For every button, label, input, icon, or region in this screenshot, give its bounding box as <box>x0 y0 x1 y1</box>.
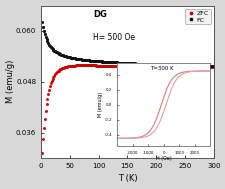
Legend: ZFC, FC: ZFC, FC <box>184 9 210 24</box>
ZFC <box>41 152 43 154</box>
ZFC <box>97 64 99 67</box>
ZFC <box>212 66 214 68</box>
Text: H= 500 Oe: H= 500 Oe <box>92 33 134 42</box>
FC <box>148 63 151 65</box>
FC <box>212 65 214 67</box>
FC <box>164 64 166 66</box>
FC <box>61 54 64 57</box>
Line: ZFC: ZFC <box>41 64 214 154</box>
Y-axis label: M (emu/g): M (emu/g) <box>6 60 14 104</box>
ZFC <box>61 67 64 69</box>
FC <box>96 60 99 62</box>
FC <box>41 21 43 23</box>
Text: DG: DG <box>92 10 106 19</box>
ZFC <box>165 66 168 68</box>
ZFC <box>109 65 111 67</box>
ZFC <box>148 66 151 68</box>
ZFC <box>164 66 167 68</box>
X-axis label: T (K): T (K) <box>117 174 137 184</box>
Line: FC: FC <box>41 21 214 67</box>
FC <box>165 64 167 66</box>
FC <box>108 61 111 63</box>
ZFC <box>82 64 85 66</box>
